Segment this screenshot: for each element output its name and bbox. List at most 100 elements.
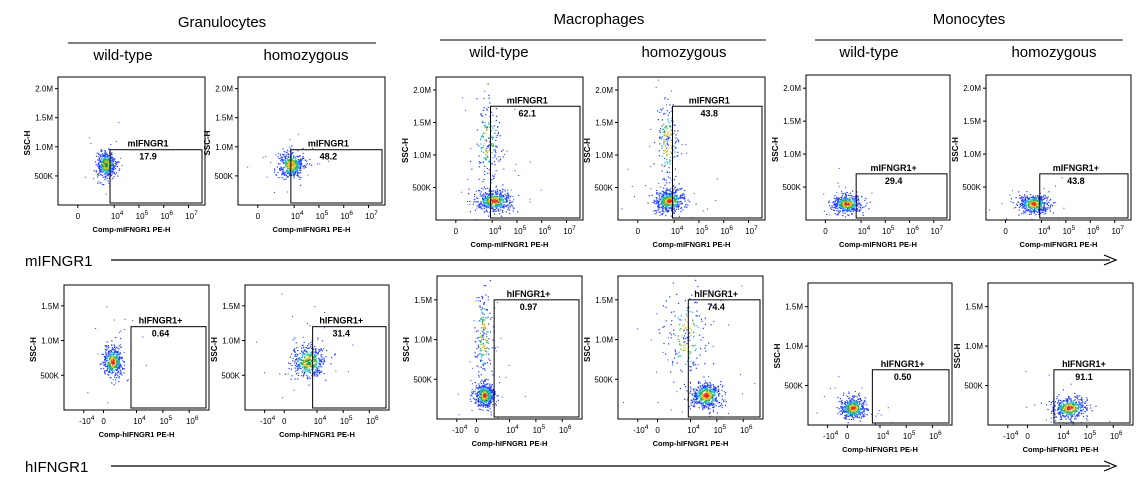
event-dot: [485, 347, 487, 350]
event-dot: [842, 207, 844, 210]
event-dot: [477, 201, 479, 203]
event-dot: [102, 174, 104, 176]
event-dot: [695, 203, 697, 205]
event-dot: [295, 370, 297, 372]
event-dot: [1037, 207, 1039, 209]
event-dot: [112, 352, 114, 354]
event-dot: [652, 201, 654, 204]
event-dot: [321, 353, 323, 356]
event-dot: [504, 206, 507, 208]
event-dot: [845, 204, 847, 206]
event-dot: [486, 403, 488, 406]
event-dot: [848, 205, 850, 208]
event-dot: [658, 198, 660, 200]
event-dot: [96, 176, 99, 178]
event-dot: [497, 204, 499, 206]
event-dot: [674, 190, 677, 193]
event-dot: [657, 205, 659, 207]
event-dot: [309, 377, 311, 380]
event-dot: [664, 98, 666, 100]
event-dot: [483, 349, 485, 351]
event-dot: [858, 203, 861, 205]
event-dot: [285, 160, 287, 162]
event-dot: [1039, 192, 1041, 194]
event-dot: [674, 151, 676, 153]
event-dot: [111, 370, 113, 372]
event-dot: [1018, 206, 1020, 208]
event-dot: [99, 171, 101, 173]
event-dot: [653, 141, 656, 144]
event-dot: [489, 141, 491, 143]
event-dot: [504, 204, 506, 206]
event-dot: [848, 207, 850, 209]
gate-label: mIFNGR1+: [1053, 163, 1099, 173]
event-dot: [287, 159, 289, 161]
event-dot: [314, 359, 316, 362]
event-dot: [117, 368, 119, 370]
event-dot: [1047, 205, 1049, 207]
event-dot: [678, 204, 680, 206]
event-dot: [468, 188, 470, 190]
event-dot: [495, 139, 497, 142]
event-dot: [293, 175, 295, 177]
event-dot: [490, 398, 492, 400]
event-dot: [838, 204, 840, 206]
plot-frame: [805, 74, 951, 221]
event-dot: [109, 360, 111, 362]
event-dot: [142, 336, 144, 338]
event-dot: [664, 145, 666, 147]
event-dot: [105, 158, 107, 160]
event-dot: [303, 366, 306, 368]
event-dot: [839, 200, 842, 202]
y-tick-label: 1.5M: [413, 119, 431, 128]
event-dot: [112, 163, 114, 165]
event-dot: [474, 351, 476, 354]
event-dot: [1023, 206, 1025, 208]
gate-percentage: 43.8: [1067, 176, 1085, 186]
event-dot: [650, 128, 652, 130]
event-dot: [117, 354, 120, 356]
event-dot: [111, 159, 113, 161]
event-dot: [484, 328, 486, 330]
event-dot: [1030, 205, 1032, 208]
event-dot: [102, 166, 104, 168]
event-dot: [678, 208, 680, 210]
event-dot: [669, 156, 671, 159]
event-dot: [113, 172, 116, 174]
event-dot: [111, 368, 113, 370]
event-dot: [503, 201, 505, 203]
genotype-label-homozygous: homozygous: [641, 44, 726, 61]
event-dot: [294, 351, 296, 354]
event-dot: [1043, 188, 1045, 190]
event-dot: [105, 359, 107, 362]
event-dot: [297, 159, 299, 161]
event-dot: [655, 203, 657, 205]
event-dot: [1005, 218, 1007, 220]
event-dot: [664, 184, 666, 186]
event-dot: [1030, 211, 1032, 213]
event-dot: [660, 213, 662, 215]
event-dot: [297, 364, 299, 366]
event-dot: [491, 384, 493, 386]
event-dot: [844, 216, 847, 218]
event-dot: [114, 374, 116, 377]
event-dot: [668, 122, 670, 124]
gate-percentage: 48.2: [320, 152, 338, 162]
event-dot: [299, 163, 301, 165]
y-tick-label: 2.0M: [595, 86, 613, 95]
event-dot: [107, 180, 109, 182]
event-dot: [301, 157, 303, 159]
x-tick-label: 105: [136, 210, 149, 221]
event-dot: [664, 135, 666, 137]
event-dot: [667, 98, 669, 100]
event-dot: [116, 351, 118, 353]
event-dot: [107, 161, 109, 163]
event-dot: [484, 142, 486, 144]
event-dot: [833, 207, 835, 209]
event-dot: [493, 209, 496, 211]
event-dot: [305, 359, 307, 361]
event-dot: [322, 361, 324, 363]
event-dot: [671, 129, 673, 131]
event-dot: [290, 165, 292, 167]
event-dot: [481, 208, 483, 210]
